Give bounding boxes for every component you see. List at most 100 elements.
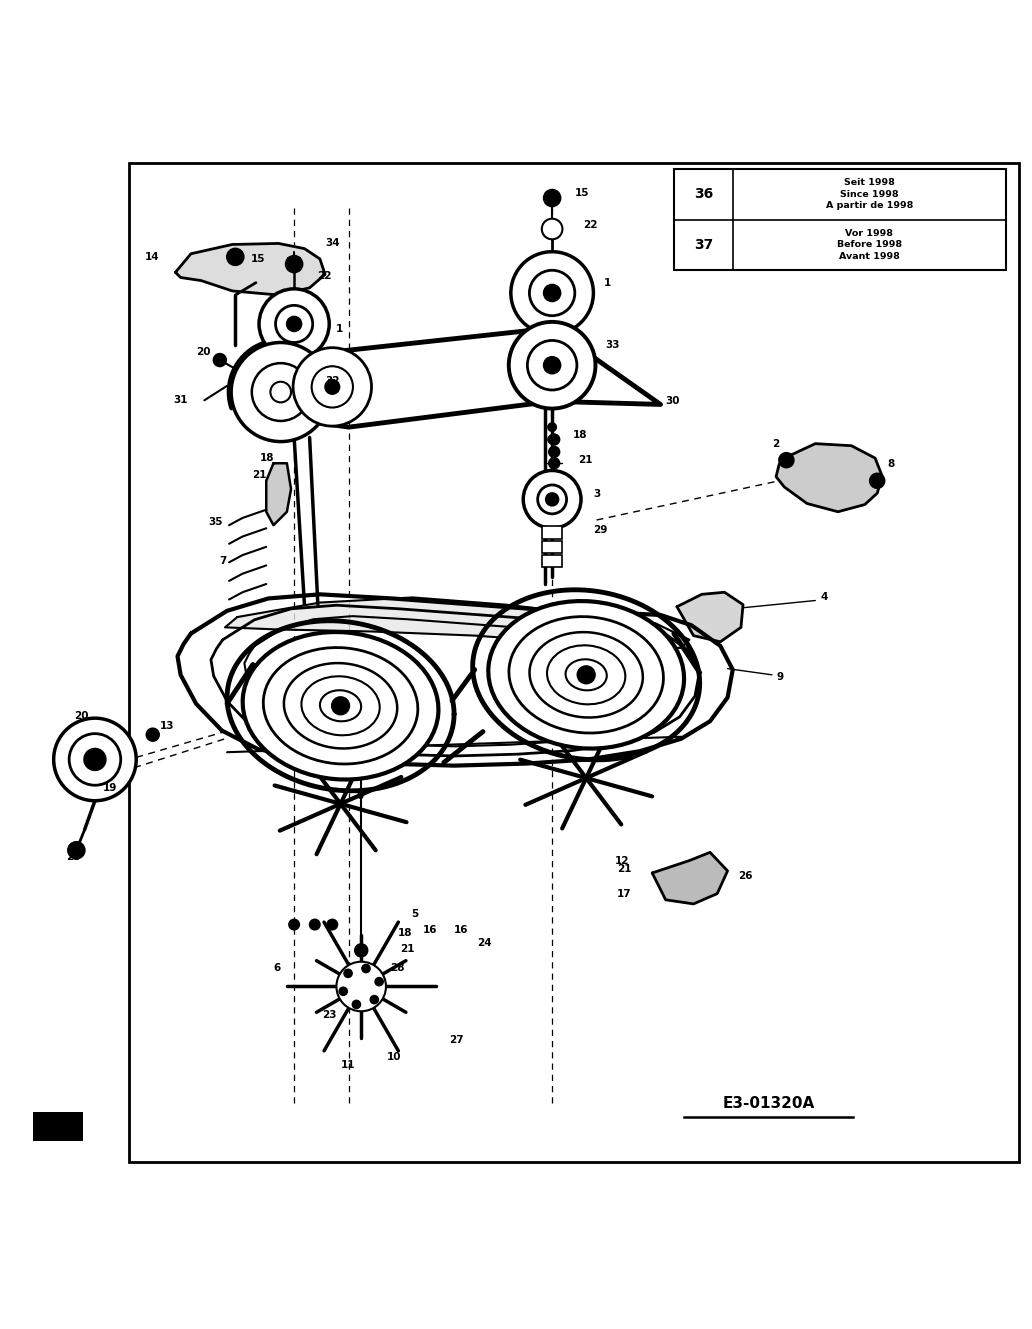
Circle shape [548,423,556,432]
Text: 11: 11 [341,1061,355,1070]
Circle shape [549,447,559,457]
Text: 22: 22 [583,219,598,230]
Circle shape [544,358,560,373]
Bar [674,169,1006,270]
Text: 28: 28 [390,964,405,973]
Circle shape [578,667,594,683]
Text: 21: 21 [578,455,592,465]
Circle shape [252,363,310,421]
Circle shape [332,698,349,714]
Text: 15: 15 [251,254,265,264]
Text: 18: 18 [260,453,275,462]
Text: 37: 37 [694,238,713,253]
Text: 16: 16 [454,925,469,934]
Text: 21: 21 [617,864,632,874]
Ellipse shape [547,646,625,704]
Circle shape [549,435,559,445]
Circle shape [370,995,379,1003]
Ellipse shape [509,617,664,734]
Bar [542,526,562,538]
Text: E3-01320A: E3-01320A [722,1095,815,1111]
Text: 30: 30 [666,396,680,407]
Ellipse shape [301,676,380,735]
Text: 8: 8 [888,460,895,469]
Text: 10: 10 [387,1051,401,1062]
Text: 18: 18 [397,928,412,938]
Circle shape [544,190,560,206]
Circle shape [293,348,372,427]
Polygon shape [175,243,325,295]
Text: 0: 0 [356,791,363,800]
Circle shape [85,750,105,769]
Circle shape [147,728,159,740]
Circle shape [340,987,348,995]
Circle shape [546,493,558,505]
Text: 17: 17 [617,889,632,898]
Text: 9: 9 [776,672,783,682]
Circle shape [538,485,567,514]
Text: 20: 20 [196,347,211,356]
Circle shape [352,1001,360,1009]
Text: 1: 1 [604,278,611,287]
Circle shape [548,436,556,444]
Bar [33,1112,83,1142]
Text: 1: 1 [335,324,343,334]
Circle shape [362,965,370,973]
Circle shape [286,255,302,272]
Circle shape [259,288,329,359]
Circle shape [529,270,575,316]
Circle shape [511,251,593,335]
Text: 2: 2 [772,439,779,449]
Text: 31: 31 [173,395,188,405]
Text: 16: 16 [423,925,438,934]
Circle shape [870,473,884,488]
Circle shape [544,284,560,302]
Text: 22: 22 [317,271,331,282]
Text: 27: 27 [449,1035,463,1045]
Circle shape [214,354,226,367]
Ellipse shape [488,601,684,748]
Polygon shape [776,444,882,512]
Circle shape [231,343,330,441]
Circle shape [327,920,337,930]
Text: 12: 12 [615,856,630,865]
Text: 35: 35 [208,517,223,528]
Circle shape [310,920,320,930]
Text: 29: 29 [593,525,608,536]
Bar [542,541,562,553]
Text: 36: 36 [694,187,713,202]
Ellipse shape [529,633,643,718]
Text: 5: 5 [411,909,418,920]
Circle shape [54,718,136,801]
Text: 7: 7 [219,557,226,566]
Polygon shape [652,852,728,904]
Bar [129,163,1019,1162]
Circle shape [355,944,367,957]
Polygon shape [677,593,743,642]
Circle shape [312,367,353,408]
Circle shape [347,971,376,1001]
Circle shape [779,453,794,468]
Circle shape [523,470,581,528]
Circle shape [289,920,299,930]
Circle shape [276,306,313,343]
Circle shape [344,969,352,977]
Text: Seit 1998
Since 1998
A partir de 1998: Seit 1998 Since 1998 A partir de 1998 [826,178,913,210]
Text: 13: 13 [160,722,174,731]
Text: 26: 26 [738,870,752,881]
Circle shape [227,249,244,264]
Text: 34: 34 [325,238,340,249]
Text: 32: 32 [325,376,340,385]
Circle shape [325,380,340,395]
Text: 33: 33 [606,340,620,350]
Text: 19: 19 [103,783,118,793]
Text: 24: 24 [477,938,491,948]
Text: 20: 20 [74,711,89,722]
Text: 23: 23 [322,1010,336,1021]
Text: 25: 25 [66,852,80,863]
Text: 3: 3 [593,489,601,500]
Circle shape [527,340,577,389]
Circle shape [336,962,386,1011]
Bar [542,556,562,567]
Polygon shape [225,598,689,649]
